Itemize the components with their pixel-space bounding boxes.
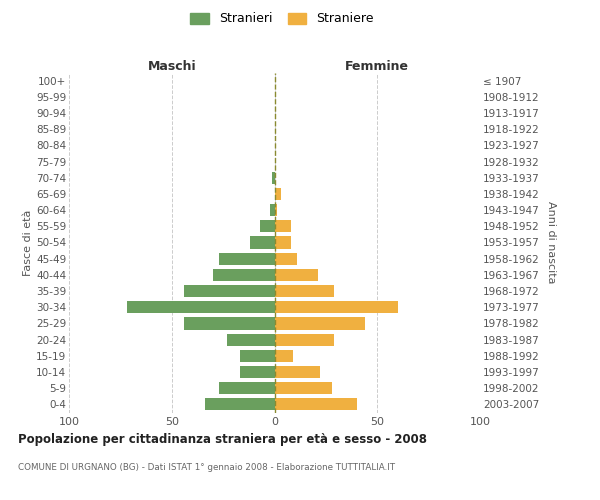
- Bar: [213, 269, 275, 281]
- Bar: [272, 172, 275, 184]
- Bar: [275, 204, 277, 216]
- Bar: [275, 285, 334, 297]
- Bar: [275, 366, 320, 378]
- Bar: [275, 269, 317, 281]
- Y-axis label: Fasce di età: Fasce di età: [23, 210, 33, 276]
- Bar: [275, 188, 281, 200]
- Y-axis label: Anni di nascita: Anni di nascita: [546, 201, 556, 283]
- Bar: [260, 220, 275, 232]
- Bar: [275, 382, 332, 394]
- Bar: [275, 350, 293, 362]
- Bar: [184, 318, 275, 330]
- Bar: [205, 398, 275, 410]
- Bar: [275, 252, 297, 265]
- Bar: [184, 285, 275, 297]
- Text: COMUNE DI URGNANO (BG) - Dati ISTAT 1° gennaio 2008 - Elaborazione TUTTITALIA.IT: COMUNE DI URGNANO (BG) - Dati ISTAT 1° g…: [18, 462, 395, 471]
- Bar: [275, 398, 356, 410]
- Text: Popolazione per cittadinanza straniera per età e sesso - 2008: Popolazione per cittadinanza straniera p…: [18, 432, 427, 446]
- Legend: Stranieri, Straniere: Stranieri, Straniere: [187, 8, 377, 29]
- Text: Maschi: Maschi: [148, 60, 196, 72]
- Text: Femmine: Femmine: [345, 60, 409, 72]
- Bar: [250, 236, 275, 248]
- Bar: [219, 382, 275, 394]
- Bar: [275, 301, 398, 314]
- Bar: [275, 220, 291, 232]
- Bar: [127, 301, 275, 314]
- Bar: [271, 204, 275, 216]
- Bar: [275, 334, 334, 345]
- Bar: [219, 252, 275, 265]
- Bar: [275, 236, 291, 248]
- Bar: [239, 350, 275, 362]
- Bar: [275, 318, 365, 330]
- Bar: [227, 334, 275, 345]
- Bar: [239, 366, 275, 378]
